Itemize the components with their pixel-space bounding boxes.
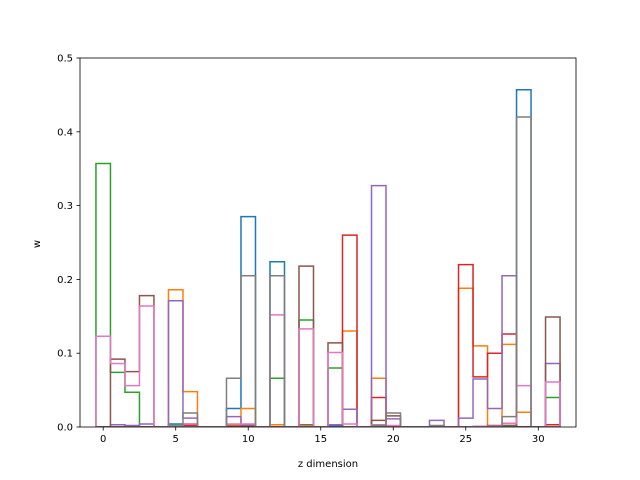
x-tick-label: 0 (100, 434, 106, 445)
x-tick-label: 15 (314, 434, 327, 445)
histogram-series-8 (95, 116, 561, 427)
y-axis-label: w (32, 240, 43, 248)
y-tick-label: 0.2 (57, 275, 73, 286)
y-tick-label: 0.0 (57, 423, 73, 434)
y-tick-label: 0.3 (57, 201, 73, 212)
series-layer (95, 88, 561, 427)
x-tick-label: 10 (242, 434, 255, 445)
y-tick-label: 0.4 (57, 127, 73, 138)
x-tick-label: 30 (532, 434, 545, 445)
axes-frame (79, 57, 577, 428)
y-tick-label: 0.1 (57, 349, 73, 360)
x-tick-label: 20 (387, 434, 400, 445)
x-tick-label: 5 (173, 434, 179, 445)
x-axis-label: z dimension (298, 459, 358, 470)
y-tick-label: 0.5 (57, 54, 73, 65)
axes-layer: 0 5 10 15 20 25 30 0.0 0.1 0.2 0.3 0.4 0.5 (57, 54, 577, 445)
x-tick-label: 25 (459, 434, 472, 445)
